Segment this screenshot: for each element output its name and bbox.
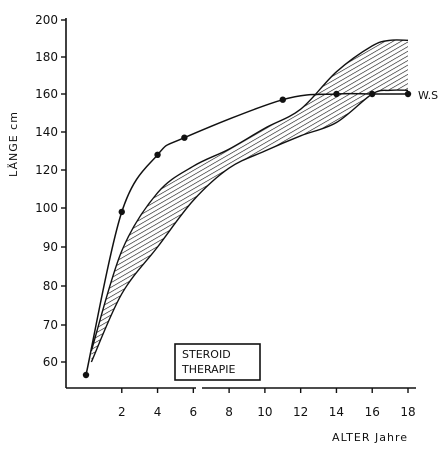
x-tick-label: 8 [225, 405, 233, 419]
band-area [91, 39, 408, 362]
y-tick-label: 60 [43, 355, 58, 369]
band-lower-edge [90, 89, 409, 363]
band-upper-edge [90, 39, 409, 352]
x-ticks: 2 4 6 8 10 12 14 16 18 [118, 388, 416, 419]
data-point [404, 90, 412, 98]
series-line-ws [85, 92, 408, 376]
data-point [154, 151, 161, 158]
x-tick-label: 2 [118, 405, 126, 419]
data-point [279, 96, 286, 103]
y-tick-label: 100 [35, 201, 58, 215]
x-tick-label: 18 [400, 405, 415, 419]
data-point [369, 90, 376, 98]
y-tick-label: 160 [35, 87, 58, 101]
y-axis-title: LÄNGE cm [7, 111, 20, 177]
x-tick-label: 12 [293, 405, 308, 419]
y-tick-label: 70 [43, 318, 58, 332]
reference-band [90, 39, 409, 363]
data-point [181, 134, 188, 141]
x-tick-label: 14 [329, 405, 344, 419]
data-point [82, 371, 90, 379]
annotation-line-1: STEROID [182, 348, 231, 361]
annotation-box [174, 343, 261, 381]
x-tick-label: 16 [365, 405, 380, 419]
axes [65, 18, 416, 389]
y-ticks: 60 70 80 90 100 120 140 160 180 200 [35, 13, 66, 369]
steroid-therapy-annotation: STEROID THERAPIE [174, 343, 261, 381]
annotation-line-2: THERAPIE [181, 363, 236, 376]
data-point [118, 208, 125, 216]
y-tick-label: 180 [35, 50, 58, 64]
y-tick-label: 120 [35, 163, 58, 177]
y-tick-label: 80 [43, 279, 58, 293]
series-label-ws: W.S [418, 89, 438, 102]
x-tick-label: 10 [257, 405, 272, 419]
x-tick-label: 6 [190, 405, 198, 419]
y-tick-label: 140 [35, 125, 58, 139]
y-tick-label: 200 [35, 13, 58, 27]
x-axis-title: ALTER Jahre [332, 431, 408, 444]
data-point [333, 90, 340, 98]
x-tick-label: 4 [154, 405, 162, 419]
y-tick-label: 90 [43, 240, 58, 254]
series-layer [82, 90, 412, 379]
